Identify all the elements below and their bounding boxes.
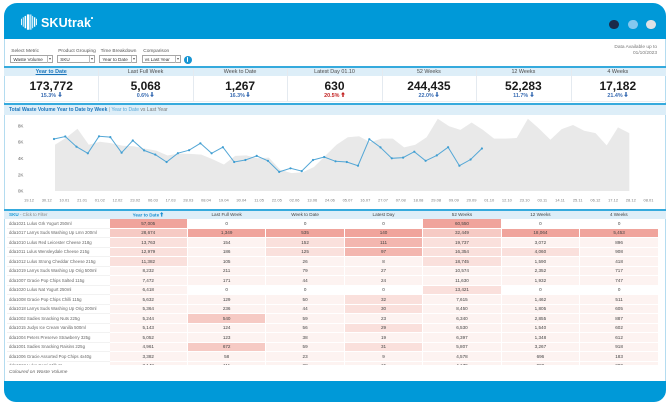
svg-text:12.10: 12.10 xyxy=(502,198,513,203)
svg-text:20.09: 20.09 xyxy=(466,198,477,203)
svg-text:06.03: 06.03 xyxy=(148,198,159,203)
svg-text:17.12: 17.12 xyxy=(608,198,619,203)
svg-text:22.05: 22.05 xyxy=(272,198,283,203)
svg-text:6K: 6K xyxy=(18,140,25,145)
svg-text:01.10: 01.10 xyxy=(484,198,495,203)
svg-text:25.11: 25.11 xyxy=(573,198,583,203)
svg-text:23.02: 23.02 xyxy=(130,198,141,203)
svg-text:08.01: 08.01 xyxy=(643,198,654,203)
svg-text:11.05: 11.05 xyxy=(254,198,264,203)
svg-text:30.04: 30.04 xyxy=(236,198,247,203)
svg-text:05.07: 05.07 xyxy=(343,198,354,203)
svg-text:17.03: 17.03 xyxy=(166,198,177,203)
svg-text:4K: 4K xyxy=(18,156,25,161)
svg-text:28.12: 28.12 xyxy=(626,198,637,203)
svg-text:18.08: 18.08 xyxy=(413,198,424,203)
svg-text:19.12: 19.12 xyxy=(24,198,35,203)
svg-text:0K: 0K xyxy=(18,189,25,194)
svg-text:28.03: 28.03 xyxy=(183,198,194,203)
svg-text:19.04: 19.04 xyxy=(219,198,230,203)
svg-text:07.08: 07.08 xyxy=(396,198,407,203)
svg-text:14.11: 14.11 xyxy=(555,198,565,203)
svg-text:02.06: 02.06 xyxy=(289,198,300,203)
svg-text:24.06: 24.06 xyxy=(325,198,336,203)
svg-text:27.07: 27.07 xyxy=(378,198,389,203)
svg-text:12.02: 12.02 xyxy=(112,198,123,203)
svg-text:21.01: 21.01 xyxy=(77,198,88,203)
svg-text:30.12: 30.12 xyxy=(42,198,53,203)
svg-text:29.08: 29.08 xyxy=(431,198,442,203)
svg-text:23.10: 23.10 xyxy=(520,198,531,203)
svg-text:16.07: 16.07 xyxy=(360,198,371,203)
svg-text:03.11: 03.11 xyxy=(537,198,547,203)
svg-text:2K: 2K xyxy=(18,172,25,177)
svg-text:10.01: 10.01 xyxy=(59,198,70,203)
svg-text:09.09: 09.09 xyxy=(449,198,460,203)
svg-text:8K: 8K xyxy=(18,123,25,128)
svg-text:13.06: 13.06 xyxy=(307,198,318,203)
svg-text:01.02: 01.02 xyxy=(95,198,106,203)
svg-text:06.12: 06.12 xyxy=(590,198,601,203)
svg-text:08.04: 08.04 xyxy=(201,198,212,203)
